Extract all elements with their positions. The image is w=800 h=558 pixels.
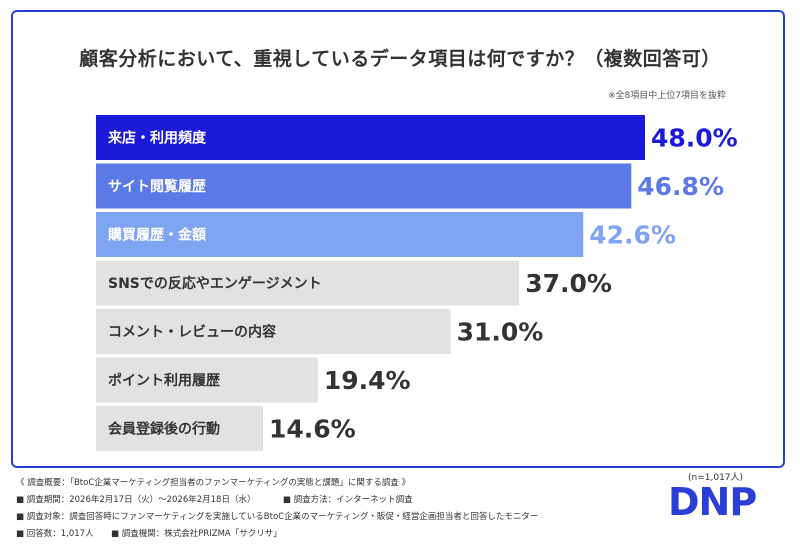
footer-agency: ■ 調査機関：株式会社PRIZMA「サクリサ」: [110, 529, 282, 539]
bar-0: [96, 115, 645, 160]
bar-label-1: サイト閲覧履歴: [108, 178, 206, 195]
bar-label-5: ポイント利用履歴: [108, 372, 220, 389]
bar-5: [96, 357, 318, 403]
sample-size: (n=1,017人): [688, 473, 744, 483]
footer-period: ■ 調査期間：2026年2月17日（火）〜2026年2月18日（水）: [16, 495, 256, 505]
footer-respondents: ■ 回答数：1,017人: [16, 529, 94, 539]
value-label-3: 37.0%: [525, 269, 612, 298]
chart-frame: [11, 10, 785, 468]
bar-label-0: 来店・利用頻度: [107, 130, 207, 147]
bar-6: [96, 406, 263, 451]
footer-method: ■ 調査方法：インターネット調査: [282, 495, 413, 505]
value-label-1: 46.8%: [637, 172, 724, 201]
value-label-6: 14.6%: [269, 415, 356, 444]
dnp-logo: DNP: [668, 480, 757, 524]
value-label-4: 31.0%: [457, 318, 544, 347]
bar-3: [96, 260, 520, 306]
chart-title: 顧客分析において、重視しているデータ項目は何ですか？（複数回答可）: [79, 48, 721, 70]
bar-chart: 来店・利用頻度 48.0% サイト閲覧履歴 46.8% 購買履歴・金額 42.6% SNSで…: [96, 115, 738, 451]
value-label-0: 48.0%: [651, 124, 738, 153]
chart-note: ※全8項目中上位7項目を抜粋: [608, 91, 726, 101]
bar-label-3: SNSでの反応やエンゲージメント: [108, 275, 322, 292]
value-label-2: 42.6%: [589, 221, 676, 250]
bar-label-6: 会員登録後の行動: [108, 421, 220, 438]
footer-target: ■ 調査対象：調査回答時にファンマーケティングを実施しているBtoC企業のマーケ…: [16, 512, 539, 522]
bar-label-4: コメント・レビューの内容: [108, 324, 276, 341]
bar-label-2: 購買履歴・金額: [107, 227, 206, 244]
bar-4: [96, 309, 451, 354]
bar-2: [96, 212, 584, 257]
value-label-5: 19.4%: [324, 366, 411, 395]
footer-respondents-row: ■ 回答数：1,017人 ■ 調査機関：株式会社PRIZMA「サクリサ」: [16, 527, 282, 539]
footer-period-row: ■ 調査期間：2026年2月17日（火）〜2026年2月18日（水） ■ 調査方…: [16, 493, 413, 505]
bar-1: [96, 163, 632, 209]
footer-overview: 《 調査概要：「BtoC企業マーケティング担当者のファンマーケティングの実態と課…: [16, 478, 411, 488]
